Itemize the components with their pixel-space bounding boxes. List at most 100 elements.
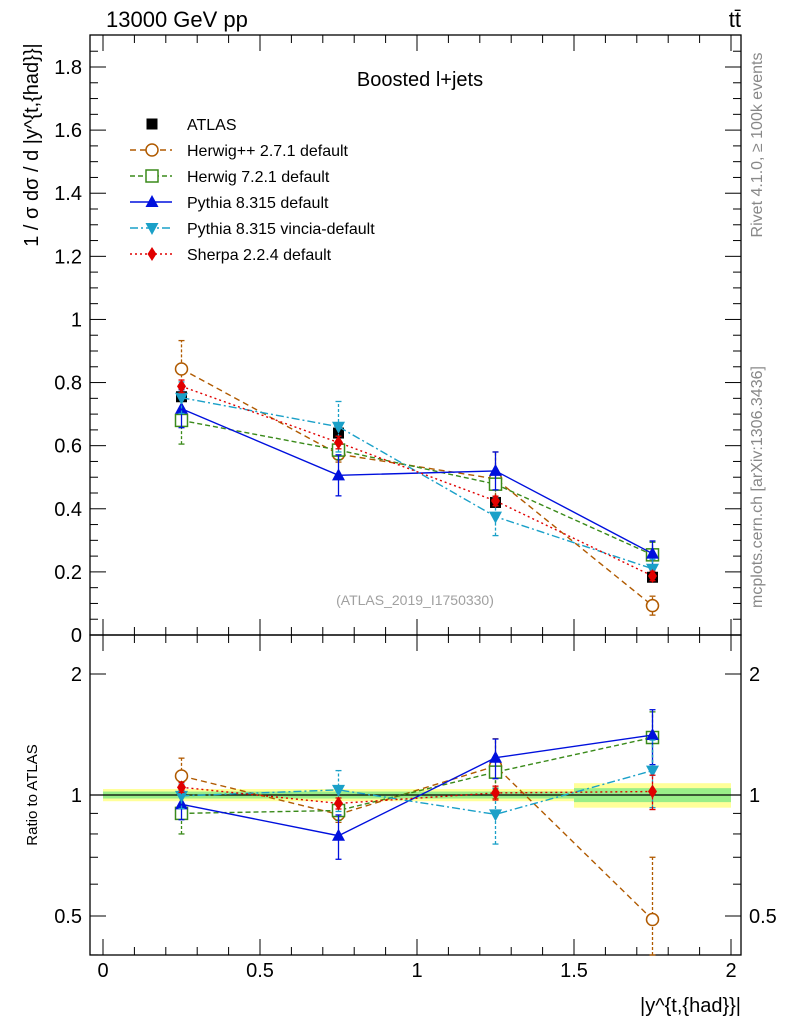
series-herwig-2-7-1-default-ratio [174, 738, 660, 956]
legend-label: Sherpa 2.2.4 default [187, 247, 332, 264]
series-pythia-8-315-default-ratio-point [332, 828, 345, 841]
series-sherpa-2-2-4-default-ratio [177, 774, 657, 811]
series-sherpa-2-2-4-default [177, 379, 657, 583]
series-herwig-2-7-1-default-point [174, 362, 189, 376]
series-pythia-8-315-vincia-default-line [181, 397, 653, 570]
legend-marker [145, 169, 159, 183]
legend-item: Pythia 8.315 vincia-default [130, 221, 375, 238]
legend-marker [145, 223, 159, 235]
series-pythia-8-315-default-ratio-point [489, 750, 502, 763]
series-herwig-2-7-1-default-line [181, 368, 653, 607]
series-sherpa-2-2-4-default-ratio-point [177, 780, 186, 795]
series-pythia-8-315-default-ratio-line [181, 734, 653, 837]
series-sherpa-2-2-4-default-ratio-point [491, 785, 500, 800]
legend-atlas-label: ATLAS [187, 117, 237, 134]
main-y-axis: 0.2 0.4 0.6 0.8 1 1.2 1.4 1.6 1.8 0 [54, 50, 741, 647]
legend-atlas-marker [146, 118, 158, 130]
series-pythia-8-315-vincia-default-point [332, 421, 345, 434]
series-herwig-2-7-1-default-ratio-point [174, 769, 189, 783]
legend-item: Pythia 8.315 default [130, 195, 329, 212]
main-x-axis [102, 35, 732, 635]
ratio-y-tick-label: 2 [71, 664, 82, 686]
legend: ATLAS Herwig++ 2.7.1 default Herwig 7.2.1 … [130, 117, 375, 264]
series-sherpa-2-2-4-default-ratio-point [334, 796, 343, 811]
series-pythia-8-315-default-point [332, 468, 345, 481]
legend-label: Herwig 7.2.1 default [187, 169, 330, 186]
series-herwig-2-7-1-default-point [645, 598, 660, 613]
series-pythia-8-315-default-point [646, 546, 659, 559]
series-atlas [176, 391, 658, 583]
energy-label: 13000 GeV pp [106, 7, 248, 32]
series-pythia-8-315-vincia-default-point [175, 392, 188, 405]
legend-label: Herwig++ 2.7.1 default [187, 143, 349, 160]
ratio-y-tick-label-right: 2 [749, 664, 760, 686]
series-pythia-8-315-vincia-default-ratio-point [489, 809, 502, 822]
main-y-tick-label: 1.8 [54, 57, 82, 79]
legend-marker [145, 195, 159, 207]
chart-title: Boosted l+jets [357, 69, 483, 91]
x-tick-label: 2 [725, 960, 736, 982]
series-sherpa-2-2-4-default-point [491, 493, 500, 508]
y-axis-label: 1 / σ dσ / d |y^{t,{had}}| [21, 43, 43, 247]
series-herwig-7-2-1-default-ratio [174, 711, 660, 835]
series-sherpa-2-2-4-default-point [334, 435, 343, 450]
main-y-tick-label: 1.6 [54, 120, 82, 142]
series-sherpa-2-2-4-default-line [181, 385, 653, 577]
series-pythia-8-315-default [175, 389, 659, 567]
rivet-label: Rivet 4.1.0, ≥ 100k events [749, 53, 766, 238]
analysis-watermark: (ATLAS_2019_I1750330) [336, 592, 494, 608]
ratio-y-tick-label: 1 [71, 785, 82, 807]
series-sherpa-2-2-4-default-ratio-line [181, 786, 653, 805]
ratio-y-tick-label-right: 1 [749, 785, 760, 807]
series-sherpa-2-2-4-default-point [648, 568, 657, 583]
mcplots-label: mcplots.cern.ch [arXiv:1306.3436] [749, 366, 766, 608]
main-y-tick-label: 0.8 [54, 373, 82, 395]
series-pythia-8-315-vincia-default-ratio-point [175, 790, 188, 803]
main-y-tick-label: 0.2 [54, 562, 82, 584]
series-herwig-2-7-1-default-ratio-error-bar [649, 856, 656, 956]
x-tick-label: 0.5 [246, 960, 274, 982]
series-herwig-2-7-1-default [174, 339, 660, 616]
x-tick-label: 1 [411, 960, 422, 982]
series-pythia-8-315-vincia-default [175, 381, 659, 579]
main-y-tick-label: 0.6 [54, 436, 82, 458]
x-tick-label: 0 [97, 960, 108, 982]
series-herwig-7-2-1-default [174, 396, 660, 569]
series-pythia-8-315-vincia-default-point [489, 511, 502, 524]
series-pythia-8-315-vincia-default-ratio-line [181, 769, 653, 816]
main-y-tick-label: 1.2 [54, 246, 82, 268]
series-pythia-8-315-vincia-default-ratio-point [646, 765, 659, 778]
main-panel: 0.2 0.4 0.6 0.8 1 1.2 1.4 1.6 1.8 0 Boosted l+jet… [21, 34, 742, 647]
main-y-tick-label: 1.4 [54, 183, 82, 205]
series-sherpa-2-2-4-default-ratio-point [648, 784, 657, 799]
series-pythia-8-315-default-point [489, 463, 502, 476]
main-y-zero-label: 0 [71, 625, 82, 647]
legend-item-atlas: ATLAS [146, 117, 237, 134]
ratio-panel: 0.5 0.5 1 1 2 2 0 0.5 1 1.5 2 Ratio to ATLAS |y^{… [24, 634, 777, 1017]
legend-marker [145, 143, 159, 157]
legend-label: Pythia 8.315 default [187, 195, 329, 212]
series-sherpa-2-2-4-default-point [177, 379, 186, 394]
legend-label: Pythia 8.315 vincia-default [187, 221, 375, 238]
ratio-y-tick-label: 0.5 [54, 906, 82, 928]
x-axis: 0 0.5 1 1.5 2 [97, 635, 737, 982]
main-y-tick-label: 0.4 [54, 499, 82, 521]
ratio-series-layer [174, 709, 660, 956]
x-tick-label: 1.5 [560, 960, 588, 982]
x-axis-label: |y^{t,{had}}| [640, 995, 741, 1017]
series-pythia-8-315-default-ratio-point [646, 728, 659, 741]
series-herwig-2-7-1-default-ratio-line [181, 765, 653, 921]
legend-item: Sherpa 2.2.4 default [130, 247, 332, 264]
series-pythia-8-315-default-line [181, 408, 653, 555]
legend-marker [147, 247, 157, 261]
series-herwig-2-7-1-default-ratio-point [645, 912, 660, 927]
ratio-y-axis: 0.5 0.5 1 1 2 2 [54, 664, 777, 956]
legend-item: Herwig 7.2.1 default [130, 169, 330, 186]
process-label: tt̄ [729, 7, 741, 32]
series-pythia-8-315-vincia-default-ratio-point [332, 784, 345, 797]
main-series-layer [174, 339, 660, 616]
ratio-y-tick-label-right: 0.5 [749, 906, 777, 928]
main-y-tick-label: 1 [71, 309, 82, 331]
ratio-y-axis-label: Ratio to ATLAS [24, 744, 41, 845]
